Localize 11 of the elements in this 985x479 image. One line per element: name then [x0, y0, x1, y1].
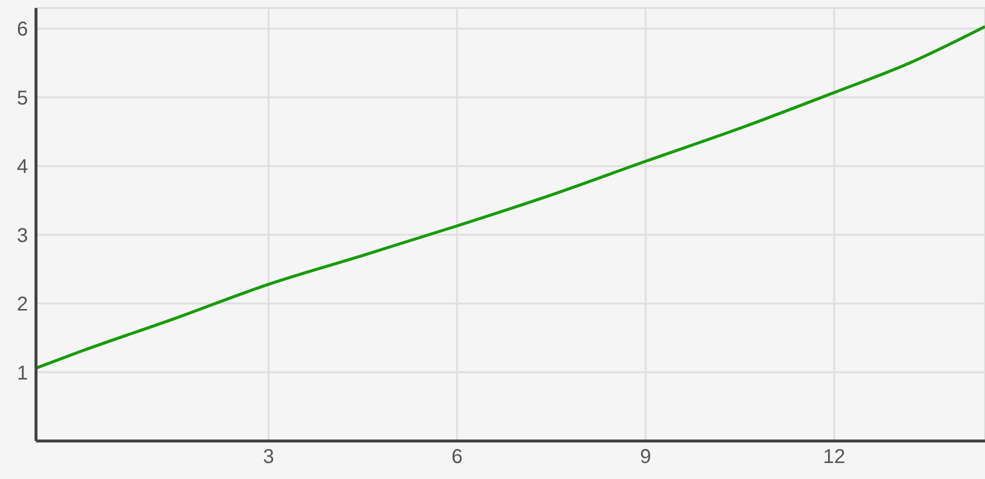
y-tick-label: 5 [16, 87, 28, 110]
line-series [36, 25, 985, 370]
y-tick-label: 4 [16, 156, 28, 178]
y-tick-label: 6 [16, 18, 28, 41]
y-tick-label: 3 [16, 224, 28, 247]
x-tick-label: 3 [262, 446, 274, 468]
x-tick-label: 12 [823, 446, 846, 468]
x-tick-label: 6 [452, 446, 463, 468]
y-tick-label: 2 [16, 294, 28, 316]
y-tick-label: 1 [16, 362, 28, 384]
x-tick-label: 9 [640, 446, 652, 468]
